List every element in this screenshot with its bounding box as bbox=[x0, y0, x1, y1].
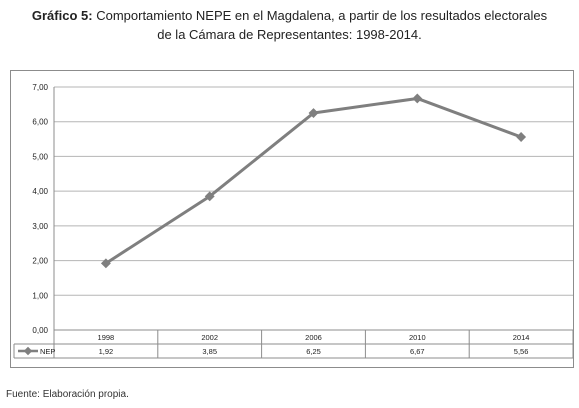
table-value: 6,25 bbox=[306, 347, 321, 356]
x-category-label: 2006 bbox=[305, 333, 322, 342]
y-tick-label: 5,00 bbox=[32, 152, 48, 161]
x-category-label: 2014 bbox=[513, 333, 530, 342]
x-category-label: 2010 bbox=[409, 333, 426, 342]
table-value: 3,85 bbox=[202, 347, 217, 356]
legend-label: NEP bbox=[40, 347, 55, 356]
series-line-nep bbox=[105, 96, 522, 265]
y-tick-label: 7,00 bbox=[32, 83, 48, 92]
y-tick-label: 3,00 bbox=[32, 222, 48, 231]
chart-frame bbox=[10, 70, 574, 368]
x-category-label: 2002 bbox=[201, 333, 218, 342]
data-point bbox=[412, 93, 423, 104]
legend-marker bbox=[23, 346, 33, 356]
data-point bbox=[516, 132, 527, 142]
y-tick-label: 6,00 bbox=[32, 118, 48, 127]
table-value: 6,67 bbox=[410, 347, 425, 356]
chart-title-line2: de la Cámara de Representantes: 1998-201… bbox=[157, 27, 422, 42]
data-point bbox=[204, 191, 215, 202]
x-category-label: 1998 bbox=[98, 333, 115, 342]
chart-title-line1: Comportamiento NEPE en el Magdalena, a p… bbox=[96, 8, 548, 23]
table-value: 5,56 bbox=[514, 347, 529, 356]
table-value: 1,92 bbox=[99, 347, 114, 356]
y-tick-label: 1,00 bbox=[32, 291, 48, 300]
y-tick-label: 0,00 bbox=[32, 326, 48, 335]
source-note: Fuente: Elaboración propia. bbox=[6, 389, 129, 400]
y-tick-label: 4,00 bbox=[32, 187, 48, 196]
chart-title: Gráfico 5: Comportamiento NEPE en el Mag… bbox=[0, 6, 579, 44]
chart-title-bold: Gráfico 5: bbox=[31, 8, 93, 23]
y-tick-label: 2,00 bbox=[32, 257, 48, 266]
